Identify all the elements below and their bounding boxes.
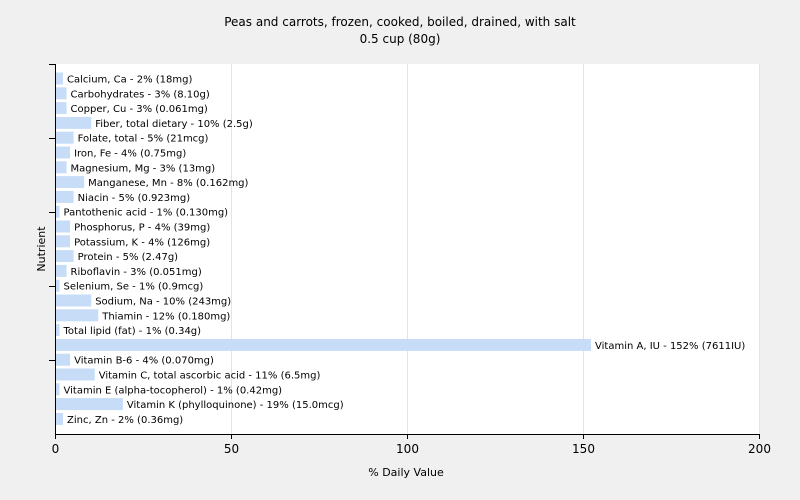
x-tick-label: 100 bbox=[396, 442, 419, 456]
x-tick-label: 150 bbox=[572, 442, 595, 456]
chart-subtitle: 0.5 cup (80g) bbox=[359, 32, 441, 46]
axes: 0 50 100 150 200 bbox=[49, 64, 771, 456]
bar bbox=[56, 324, 60, 337]
x-tick-label: 50 bbox=[224, 442, 239, 456]
bar bbox=[56, 368, 95, 381]
bar-label: Vitamin K (phylloquinone) - 19% (15.0mcg… bbox=[127, 400, 344, 411]
bar-label: Calcium, Ca - 2% (18mg) bbox=[67, 75, 192, 86]
gridlines bbox=[231, 64, 760, 434]
bar bbox=[56, 353, 71, 366]
bar bbox=[56, 412, 64, 425]
bar bbox=[56, 131, 74, 144]
x-axis-label: % Daily Value bbox=[368, 466, 444, 479]
bar-label: Pantothenic acid - 1% (0.130mg) bbox=[64, 208, 229, 219]
bar bbox=[56, 72, 64, 85]
y-axis-label: Nutrient bbox=[35, 226, 48, 272]
bar-label: Folate, total - 5% (21mcg) bbox=[78, 134, 209, 145]
bar-label: Iron, Fe - 4% (0.75mg) bbox=[74, 149, 186, 160]
bar-label: Protein - 5% (2.47g) bbox=[78, 252, 179, 263]
bar bbox=[56, 87, 67, 100]
bar bbox=[56, 161, 67, 174]
bar-label: Vitamin B-6 - 4% (0.070mg) bbox=[74, 356, 214, 367]
bar-label: Vitamin E (alpha-tocopherol) - 1% (0.42m… bbox=[64, 385, 283, 396]
bar bbox=[56, 116, 92, 129]
bar-label: Phosphorus, P - 4% (39mg) bbox=[74, 223, 210, 234]
bar bbox=[56, 235, 71, 248]
bar-label: Manganese, Mn - 8% (0.162mg) bbox=[88, 178, 248, 189]
bar-label: Zinc, Zn - 2% (0.36mg) bbox=[67, 415, 183, 426]
bar bbox=[56, 309, 99, 322]
bar-label: Niacin - 5% (0.923mg) bbox=[78, 193, 191, 204]
bar-label: Carbohydrates - 3% (8.10g) bbox=[71, 89, 210, 100]
chart-title: Peas and carrots, frozen, cooked, boiled… bbox=[224, 15, 576, 29]
bar bbox=[56, 338, 592, 351]
bar-label: Vitamin A, IU - 152% (7611IU) bbox=[595, 341, 745, 352]
bar bbox=[56, 250, 74, 263]
bar bbox=[56, 383, 60, 396]
bar bbox=[56, 294, 92, 307]
bars: Calcium, Ca - 2% (18mg) Carbohydrates - 3… bbox=[56, 72, 745, 426]
bar-label: Total lipid (fat) - 1% (0.34g) bbox=[63, 326, 202, 337]
bar-label: Potassium, K - 4% (126mg) bbox=[74, 237, 210, 248]
x-tick-label: 0 bbox=[52, 442, 60, 456]
bar bbox=[56, 190, 74, 203]
bar-label: Magnesium, Mg - 3% (13mg) bbox=[71, 163, 216, 174]
bar-label: Thiamin - 12% (0.180mg) bbox=[101, 311, 230, 322]
bar-label: Copper, Cu - 3% (0.061mg) bbox=[71, 104, 208, 115]
bar bbox=[56, 146, 71, 159]
bar bbox=[56, 102, 67, 115]
bar bbox=[56, 264, 67, 277]
bar bbox=[56, 398, 123, 411]
bar bbox=[56, 205, 60, 218]
bar bbox=[56, 176, 85, 189]
bar-label: Sodium, Na - 10% (243mg) bbox=[95, 297, 231, 308]
bar bbox=[56, 279, 60, 292]
x-tick-label: 200 bbox=[748, 442, 771, 456]
bar bbox=[56, 220, 71, 233]
bar-label: Selenium, Se - 1% (0.9mcg) bbox=[64, 282, 204, 293]
bar-label: Fiber, total dietary - 10% (2.5g) bbox=[95, 119, 253, 130]
bar-label: Vitamin C, total ascorbic acid - 11% (6.… bbox=[99, 371, 321, 382]
bar-label: Riboflavin - 3% (0.051mg) bbox=[71, 267, 202, 278]
